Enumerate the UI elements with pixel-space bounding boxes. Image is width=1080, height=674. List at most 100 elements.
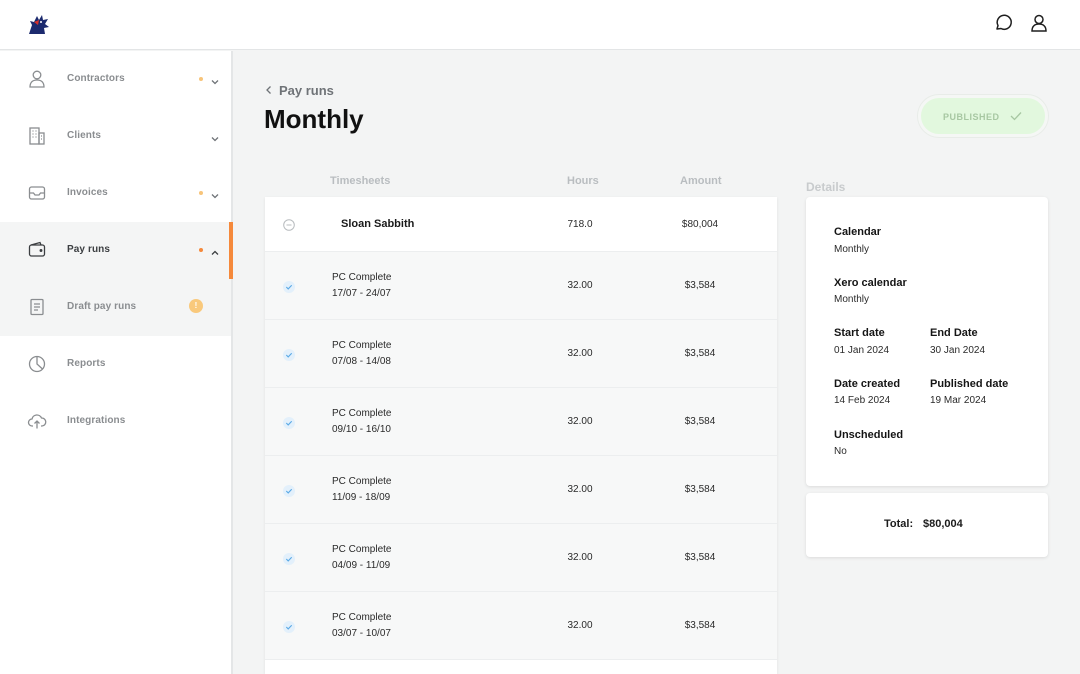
column-header-timesheets[interactable]: Timesheets: [330, 175, 391, 187]
total-card: Total: $80,004: [806, 493, 1048, 557]
row-period: 07/08 - 14/08: [332, 356, 391, 367]
chevron-down-icon[interactable]: [210, 131, 220, 142]
total-label: Total:: [884, 518, 914, 530]
inbox-icon: [27, 183, 47, 203]
end-date-value: 30 Jan 2024: [930, 345, 986, 356]
start-date-label: Start date: [834, 327, 885, 339]
contractor-name: Sloan Sabbith: [341, 218, 415, 230]
row-hours: 32.00: [567, 416, 593, 427]
notification-dot: [199, 248, 203, 252]
sidebar-item-label: Contractors: [67, 73, 125, 84]
sidebar-item-label: Integrations: [67, 415, 126, 426]
sidebar-item-clients[interactable]: Clients: [0, 108, 231, 165]
table-row[interactable]: PC Complete 11/09 - 18/09 32.00 $3,584: [265, 456, 777, 524]
sidebar-item-integrations[interactable]: Integrations: [0, 393, 231, 450]
sidebar-item-pay-runs[interactable]: Pay runs: [0, 222, 233, 279]
sidebar-item-label: Invoices: [67, 187, 108, 198]
table-row[interactable]: PC Complete 04/09 - 11/09 32.00 $3,584: [265, 524, 777, 592]
check-circle-icon[interactable]: [283, 348, 295, 361]
sidebar-item-draft-pay-runs[interactable]: Draft pay runs !: [0, 279, 231, 336]
contractor-amount: $80,004: [681, 219, 719, 230]
check-circle-icon[interactable]: [283, 280, 295, 293]
chevron-down-icon[interactable]: [210, 74, 220, 85]
table-row[interactable]: PC Complete 09/10 - 16/10 32.00 $3,584: [265, 388, 777, 456]
user-icon[interactable]: [1029, 13, 1049, 33]
building-icon: [27, 126, 47, 146]
unscheduled-label: Unscheduled: [834, 429, 904, 441]
chevron-up-icon[interactable]: [210, 245, 220, 255]
published-button[interactable]: PUBLISHED: [918, 95, 1048, 137]
row-amount: $3,584: [684, 484, 716, 495]
start-date-value: 01 Jan 2024: [834, 345, 890, 356]
document-icon: [27, 297, 47, 317]
published-label: PUBLISHED: [943, 112, 1000, 122]
column-header-hours[interactable]: Hours: [567, 175, 599, 187]
chevron-down-icon[interactable]: [210, 188, 220, 199]
row-period: 04/09 - 11/09: [332, 560, 391, 571]
check-circle-icon[interactable]: [283, 484, 295, 497]
sidebar-item-reports[interactable]: Reports: [0, 336, 231, 393]
published-date-label: Published date: [930, 378, 1009, 390]
sidebar-item-label: Reports: [67, 358, 106, 369]
sidebar-item-label: Clients: [67, 130, 102, 141]
row-period: 03/07 - 10/07: [332, 628, 391, 639]
table-row[interactable]: PC Complete 17/07 - 24/07 32.00 $3,584: [265, 252, 777, 320]
row-title: PC Complete: [332, 612, 392, 623]
chat-icon[interactable]: [993, 13, 1013, 33]
sidebar-item-label: Pay runs: [67, 244, 111, 255]
row-title: PC Complete: [332, 476, 392, 487]
chevron-left-icon: [266, 86, 271, 94]
row-amount: $3,584: [684, 280, 716, 291]
back-link-label: Pay runs: [279, 83, 334, 98]
details-heading: Details: [806, 180, 846, 194]
published-date-value: 19 Mar 2024: [930, 395, 987, 406]
row-title: PC Complete: [332, 340, 392, 351]
calendar-value: Monthly: [834, 244, 870, 255]
unscheduled-value: No: [834, 446, 847, 457]
wallet-icon: [27, 240, 47, 260]
page-title: Monthly: [264, 104, 364, 134]
alert-badge: !: [189, 299, 203, 313]
date-created-label: Date created: [834, 378, 901, 390]
row-period: 17/07 - 24/07: [332, 288, 391, 299]
contractor-hours: 718.0: [567, 219, 593, 230]
check-circle-icon[interactable]: [283, 552, 295, 565]
row-period: 11/09 - 18/09: [332, 492, 391, 503]
row-amount: $3,584: [684, 552, 716, 563]
row-amount: $3,584: [684, 348, 716, 359]
date-created-value: 14 Feb 2024: [834, 395, 891, 406]
row-hours: 32.00: [567, 348, 593, 359]
notification-dot: [199, 191, 203, 195]
row-hours: 32.00: [567, 280, 593, 291]
check-circle-icon[interactable]: [283, 416, 295, 429]
table-row[interactable]: PC Complete 07/08 - 14/08 32.00 $3,584: [265, 320, 777, 388]
sidebar: Contractors Clients Invoices: [0, 51, 233, 674]
sidebar-item-contractors[interactable]: Contractors: [0, 51, 231, 108]
wolf-logo-icon[interactable]: [27, 13, 51, 35]
row-hours: 32.00: [567, 552, 593, 563]
xero-calendar-label: Xero calendar: [834, 277, 907, 289]
details-card: Calendar Monthly Xero calendar Monthly S…: [806, 197, 1048, 486]
end-date-label: End Date: [930, 327, 978, 339]
table-row[interactable]: PC Complete 03/07 - 10/07 32.00 $3,584: [265, 592, 777, 660]
sidebar-item-label: Draft pay runs: [67, 301, 137, 312]
user-icon: [27, 69, 47, 89]
column-header-amount[interactable]: Amount: [680, 175, 722, 187]
partial-checkbox[interactable]: [283, 218, 295, 231]
sidebar-item-invoices[interactable]: Invoices: [0, 165, 231, 222]
pie-chart-icon: [27, 354, 47, 374]
cloud-upload-icon: [27, 411, 47, 431]
calendar-label: Calendar: [834, 226, 882, 238]
notification-dot: [199, 77, 203, 81]
top-bar: [0, 0, 1080, 50]
row-title: PC Complete: [332, 408, 392, 419]
row-title: PC Complete: [332, 272, 392, 283]
contractor-row[interactable]: Sloan Sabbith 718.0 $80,004: [265, 197, 777, 252]
timesheets-table: Sloan Sabbith 718.0 $80,004 PC Complete …: [265, 197, 777, 674]
total-value: $80,004: [923, 518, 963, 530]
row-amount: $3,584: [684, 416, 716, 427]
check-icon: [1010, 112, 1022, 121]
row-amount: $3,584: [684, 620, 716, 631]
check-circle-icon[interactable]: [283, 620, 295, 633]
row-title: PC Complete: [332, 544, 392, 555]
